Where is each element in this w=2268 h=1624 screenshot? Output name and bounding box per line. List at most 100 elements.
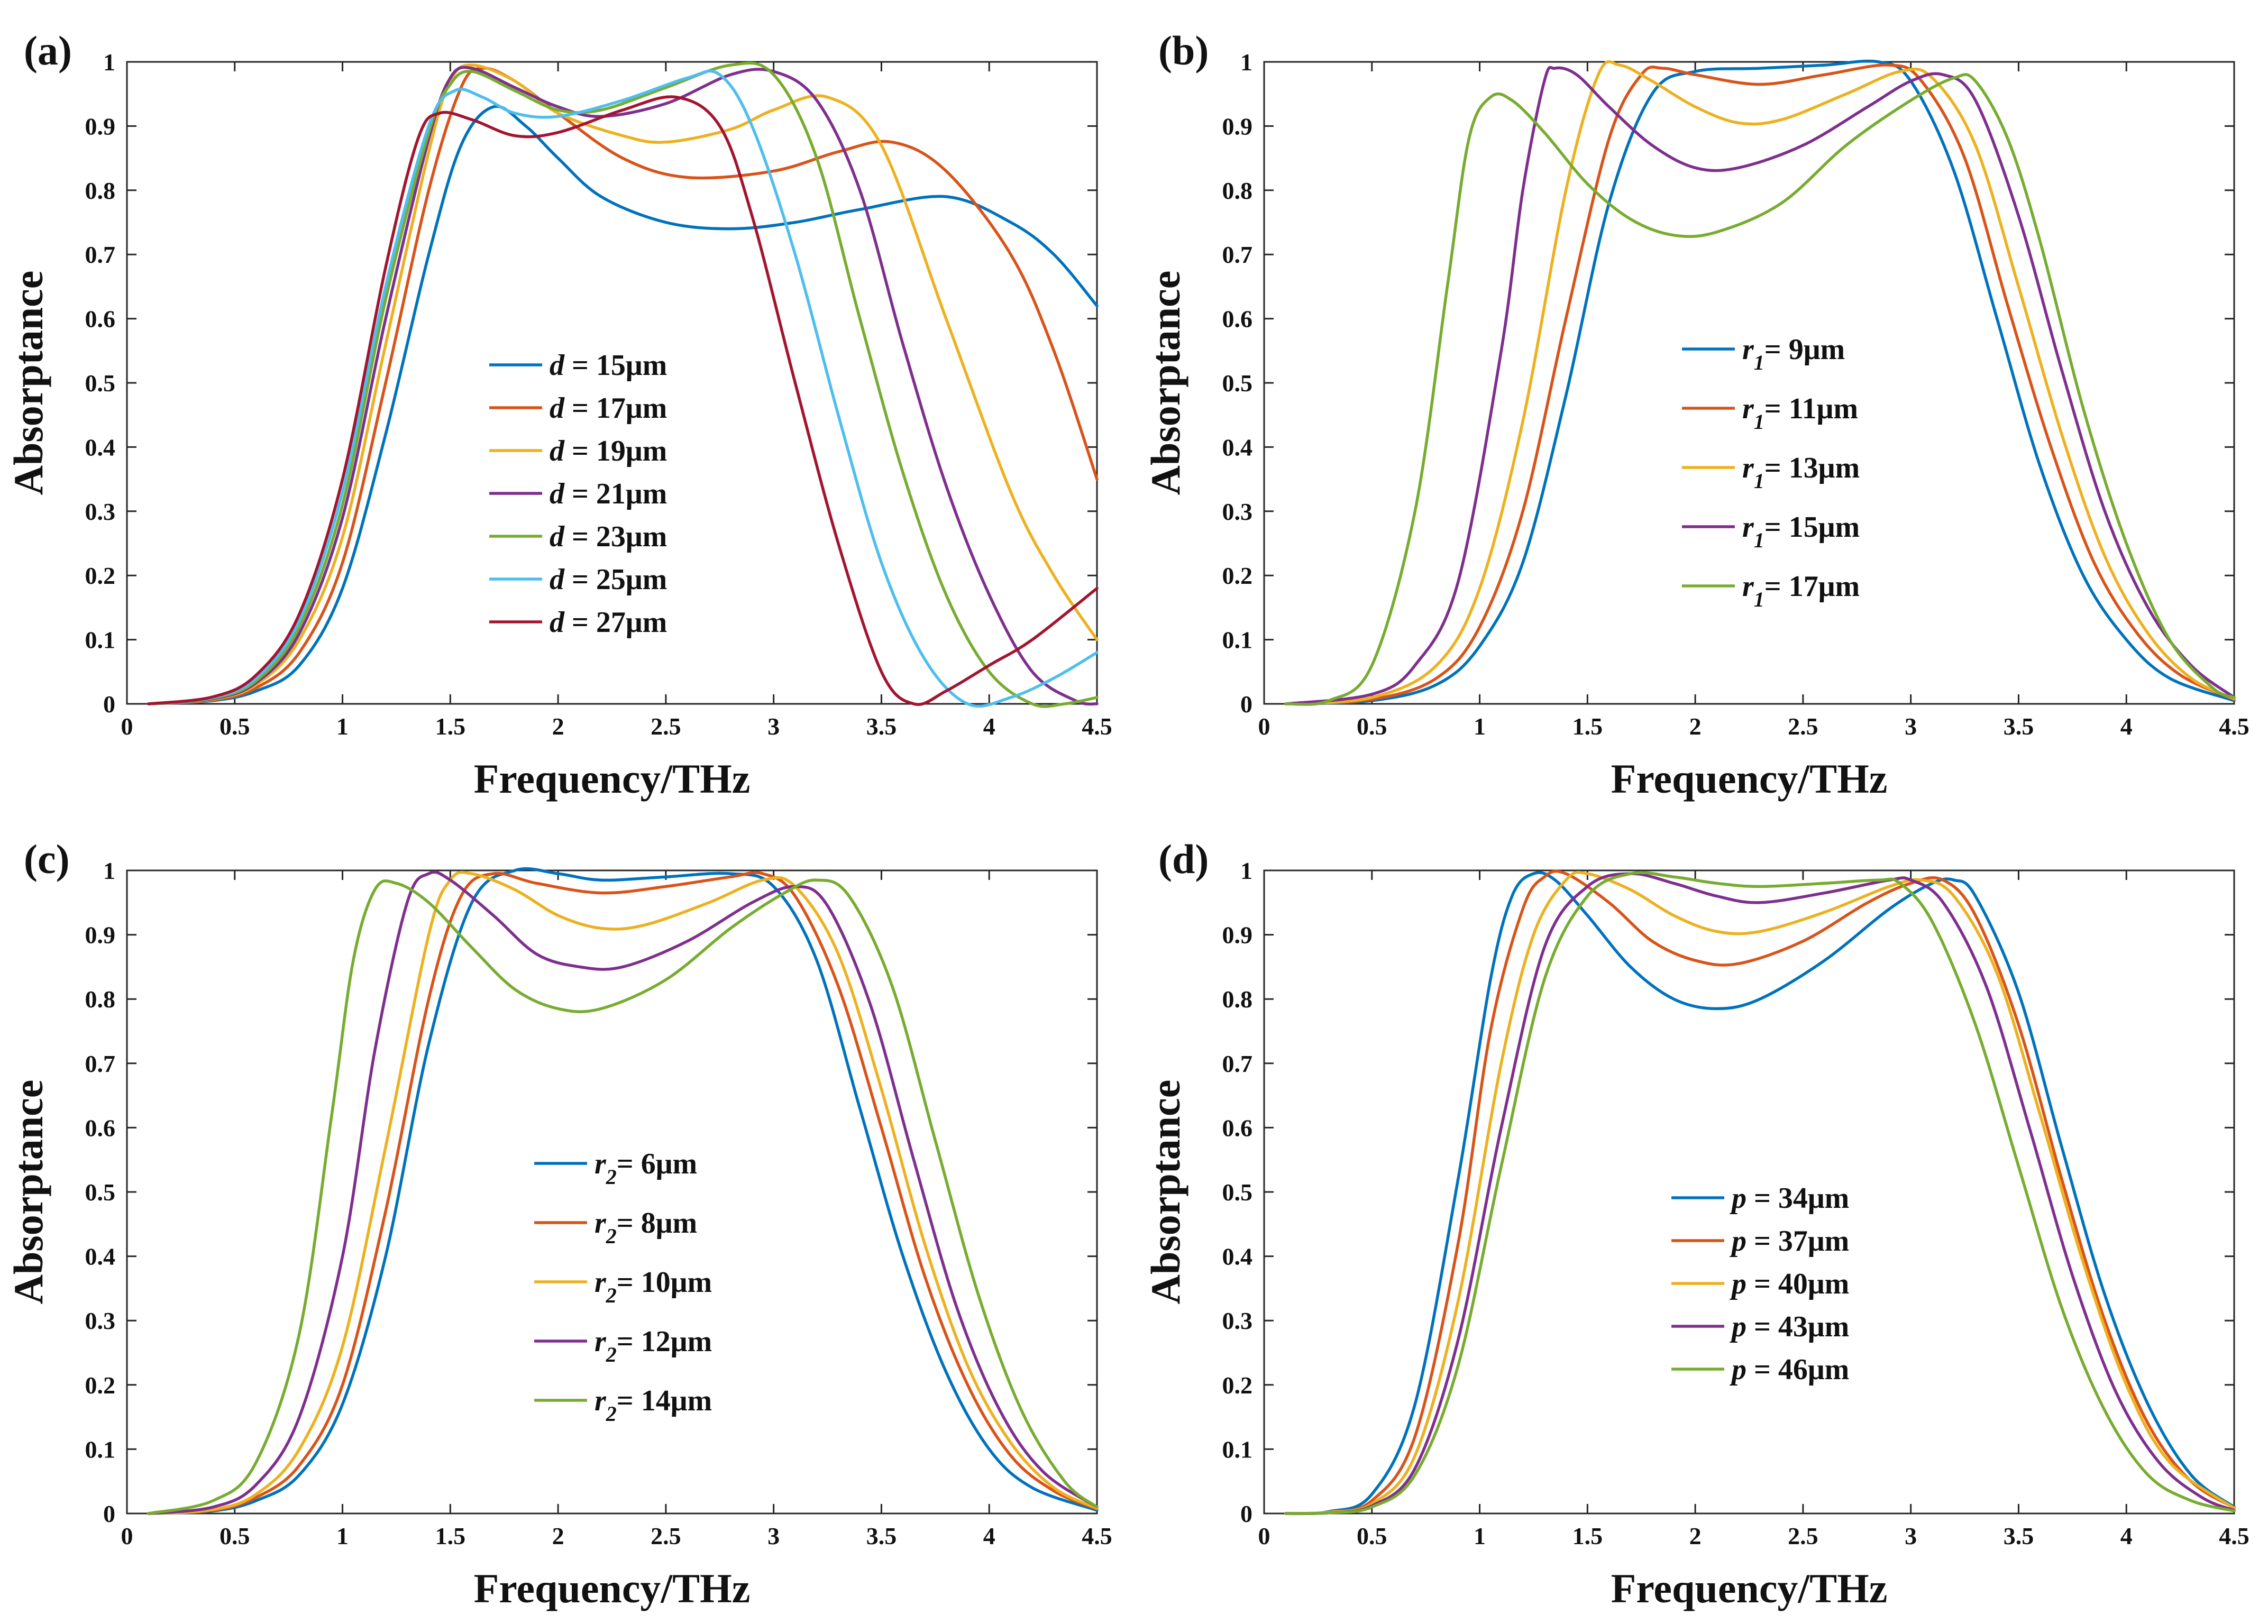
x-axis-label: Frequency/THz [474, 1565, 751, 1611]
series-line-d-0 [147, 105, 1099, 705]
legend-entry: d = 15μm [550, 349, 667, 382]
series-line-r1-2 [1284, 60, 2236, 705]
y-tick-label: 0.6 [85, 306, 116, 333]
legend-variable: r [1742, 570, 1754, 603]
x-tick-label: 2.5 [651, 1522, 681, 1549]
legend-subscript: 2 [606, 1343, 617, 1366]
y-tick-label: 0.6 [85, 1114, 116, 1141]
x-tick-label: 0 [121, 1522, 133, 1549]
y-tick-label: 0.4 [85, 434, 116, 461]
legend-variable: d [550, 478, 565, 510]
y-axis-label: Absorptance [5, 271, 51, 496]
legend-value: = 23μm [564, 520, 667, 553]
x-tick-label: 1 [336, 1522, 349, 1549]
y-tick-label: 0 [1240, 691, 1252, 718]
legend-entry: p = 43μm [1730, 1310, 1849, 1343]
legend-value: = 46μm [1746, 1353, 1849, 1386]
y-tick-label: 0.9 [1222, 922, 1253, 949]
panel-label: (a) [24, 27, 72, 74]
x-tick-label: 2.5 [1788, 1522, 1818, 1549]
legend-entry: r1= 15μm [1742, 511, 1860, 552]
legend-variable: d [550, 349, 565, 382]
series-line-r1-3 [1284, 66, 2236, 705]
y-tick-label: 0.5 [1222, 370, 1253, 397]
y-tick-label: 0 [103, 1500, 115, 1527]
x-tick-label: 3 [767, 713, 780, 740]
plot-area [126, 61, 1098, 705]
legend-variable: r [595, 1207, 607, 1240]
x-tick-label: 1 [336, 713, 349, 740]
series-line-p-0 [1284, 871, 2236, 1515]
legend-value: = 12μm [617, 1325, 712, 1358]
series-line-r2-3 [147, 870, 1099, 1515]
series-line-r2-1 [147, 871, 1099, 1515]
legend-value: = 37μm [1746, 1225, 1849, 1258]
x-tick-label: 0 [121, 713, 133, 740]
y-tick-label: 0.2 [1222, 562, 1253, 589]
chart-panel-d: 0 0.5 1 1.5 2 2.5 3 3.5 4 4.5 0 0.1 0.2 0.3 0.4 0.5 0.6 0… [1142, 836, 2249, 1611]
legend-entry: r2= 10μm [595, 1266, 712, 1307]
legend-subscript: 2 [606, 1283, 617, 1307]
legend-subscript: 1 [1754, 410, 1764, 434]
x-tick-label: 4.5 [1082, 713, 1112, 740]
y-tick-label: 1 [1240, 857, 1252, 884]
legend-variable: p [1730, 1353, 1746, 1386]
x-tick-label: 0.5 [1357, 713, 1387, 740]
y-tick-label: 0.7 [85, 1050, 116, 1077]
y-tick-label: 0.3 [1222, 498, 1253, 525]
y-tick-label: 0.1 [1222, 1436, 1253, 1463]
y-tick-label: 0.1 [85, 1436, 116, 1463]
y-tick-label: 0.1 [85, 627, 116, 654]
x-tick-label: 1.5 [1572, 713, 1603, 740]
legend-variable: p [1730, 1310, 1746, 1343]
series-line-p-3 [1284, 872, 2236, 1515]
legend-value: = 9μm [1764, 333, 1845, 366]
y-tick-label: 0.6 [1222, 1114, 1253, 1141]
legend-value: = 8μm [617, 1207, 697, 1240]
series-line-r2-4 [147, 878, 1099, 1515]
y-tick-label: 0.4 [1222, 434, 1253, 461]
legend-value: = 17μm [564, 392, 667, 425]
x-tick-label: 0.5 [1357, 1522, 1387, 1549]
plot-area [1263, 869, 2235, 1515]
x-tick-label: 4 [983, 1522, 995, 1549]
y-axis-label: Absorptance [1142, 1080, 1188, 1305]
legend-value: = 27μm [564, 606, 667, 639]
x-tick-label: 1.5 [435, 1522, 466, 1549]
legend-subscript: 1 [1754, 588, 1764, 611]
legend-entry: r1= 17μm [1742, 570, 1860, 611]
plot-area [126, 869, 1098, 1515]
x-tick-label: 1 [1474, 713, 1486, 740]
y-tick-label: 0.2 [85, 562, 116, 589]
y-tick-label: 0.7 [85, 241, 116, 268]
x-tick-label: 2 [1689, 713, 1702, 740]
x-axis-label: Frequency/THz [1611, 1565, 1888, 1611]
y-tick-label: 0.3 [85, 1307, 116, 1334]
plot-area [1263, 61, 2235, 705]
legend-variable: r [1742, 452, 1754, 484]
chart-panel-c: 0 0.5 1 1.5 2 2.5 3 3.5 4 4.5 0 0.1 0.2 0.3 0.4 0.5 0.6 0… [5, 836, 1112, 1611]
legend-value: = 13μm [1764, 452, 1860, 484]
legend-value: = 10μm [617, 1266, 712, 1299]
series-line-d-6 [147, 95, 1099, 706]
legend-value: = 19μm [564, 435, 667, 467]
x-tick-label: 2.5 [651, 713, 681, 740]
y-tick-label: 0.3 [1222, 1307, 1253, 1334]
y-tick-label: 0.9 [1222, 113, 1253, 140]
panel-label: (b) [1158, 27, 1209, 74]
series-line-r1-0 [1284, 59, 2236, 705]
x-tick-label: 1.5 [1572, 1522, 1603, 1549]
x-tick-label: 2 [552, 713, 564, 740]
x-tick-label: 4.5 [1082, 1522, 1112, 1549]
x-tick-label: 4 [983, 713, 995, 740]
legend-entry: p = 37μm [1730, 1225, 1849, 1258]
x-tick-label: 2.5 [1788, 713, 1818, 740]
legend-variable: d [550, 606, 565, 639]
legend-variable: r [595, 1325, 607, 1358]
x-tick-label: 0 [1258, 1522, 1270, 1549]
y-tick-label: 0.5 [85, 1179, 116, 1206]
legend-value: = 17μm [1764, 570, 1860, 603]
legend-entry: p = 46μm [1730, 1353, 1849, 1386]
series-line-d-4 [147, 61, 1099, 708]
